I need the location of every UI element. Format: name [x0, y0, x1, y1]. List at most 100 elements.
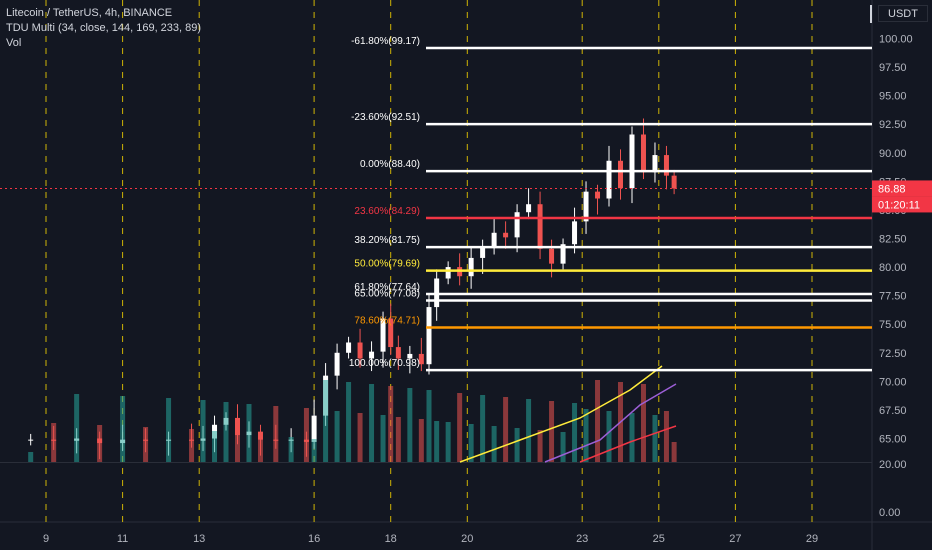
candle: [491, 232, 497, 247]
chart-legend: Litecoin / TetherUS, 4h, BINANCE TDU Mul…: [6, 6, 201, 51]
y-tick-label: 92.50: [879, 119, 907, 131]
volume-bar: [549, 401, 555, 462]
candle: [418, 353, 424, 365]
x-tick-label: 29: [806, 533, 818, 545]
fib-level-label: -23.60%(92.51): [351, 112, 420, 123]
volume-bar: [189, 429, 195, 462]
volume-bar: [514, 428, 520, 462]
volume-bar: [200, 400, 206, 462]
currency-button[interactable]: USDT: [870, 5, 928, 23]
symbol-title[interactable]: Litecoin / TetherUS, 4h, BINANCE: [6, 7, 173, 19]
candle: [572, 221, 578, 245]
fib-level-label: 38.20%(81.75): [354, 235, 420, 246]
fib-level-label: 65.00%(77.08): [354, 288, 420, 299]
candle: [369, 351, 375, 359]
ema-line-yellow: [459, 365, 663, 463]
candle: [526, 204, 532, 213]
volume-bar: [468, 424, 474, 462]
volume-bar: [560, 432, 566, 462]
cursor-marker: [870, 5, 872, 23]
volume-bar: [212, 431, 218, 462]
candle: [640, 134, 646, 173]
volume-bar: [273, 406, 279, 462]
ema-line-purple: [544, 383, 677, 463]
volume-bar: [457, 393, 463, 462]
volume-bar: [671, 442, 677, 462]
volume-bar: [235, 433, 240, 462]
x-tick-label: 11: [117, 533, 128, 545]
candle: [549, 248, 555, 264]
x-tick-label: 9: [43, 533, 49, 545]
y-tick-label: 67.50: [879, 405, 907, 417]
volume-bar: [257, 435, 263, 462]
volume-bar: [445, 422, 451, 462]
volume-title[interactable]: Vol: [6, 37, 22, 49]
y-tick-label: 82.50: [879, 234, 907, 246]
candle: [388, 318, 394, 348]
fib-level-label: 61.80%(77.64): [354, 282, 420, 293]
x-tick-label: 25: [653, 533, 665, 545]
x-tick-label: 13: [193, 533, 205, 545]
y-tick-label: 95.00: [879, 91, 907, 103]
candle: [595, 191, 601, 199]
fib-level-label: 78.60%(74.71): [354, 316, 420, 327]
ema-line-red: [579, 425, 677, 463]
volume-bar: [120, 396, 126, 462]
candle: [395, 347, 401, 359]
fib-level-label: 100.00%(70.98): [349, 358, 420, 369]
volume-bar: [334, 411, 340, 462]
volume-bar: [434, 421, 440, 462]
candle: [503, 232, 509, 238]
volume-bar: [426, 390, 432, 462]
candle: [514, 212, 520, 238]
x-tick-label: 23: [576, 533, 588, 545]
candle: [652, 155, 658, 173]
fib-level-label: 0.00%(88.40): [360, 159, 420, 170]
candle: [28, 439, 34, 441]
volume-bar: [526, 399, 532, 462]
x-tick-label: 27: [729, 533, 741, 545]
y-tick-label: 77.50: [879, 291, 907, 303]
candle: [357, 342, 363, 359]
volume-bar: [572, 403, 578, 462]
y-tick-label: 65.00: [879, 434, 907, 446]
volume-bar: [640, 384, 646, 462]
fib-level-label: -61.80%(99.17): [351, 36, 420, 47]
y-tick-label: 70.00: [879, 376, 907, 388]
countdown-text: 01:20:11: [878, 199, 920, 211]
candle: [618, 160, 623, 189]
candle: [480, 246, 486, 258]
y-tick-label: 75.00: [879, 319, 907, 331]
y-tick-label: 90.00: [879, 148, 907, 160]
candle: [537, 204, 543, 249]
candle: [380, 318, 386, 352]
vol-tick-label: 0.00: [879, 507, 900, 519]
candle: [629, 134, 635, 189]
volume-bar: [143, 427, 149, 462]
candle: [606, 160, 612, 199]
volume-bar: [323, 380, 329, 462]
current-price-text: 86.88: [878, 183, 906, 195]
volume-bar: [407, 388, 413, 462]
candle: [426, 307, 432, 365]
volume-bar: [288, 437, 294, 462]
y-tick-label: 80.00: [879, 262, 907, 274]
volume-bar: [395, 417, 401, 462]
volume-bar: [491, 426, 497, 462]
volume-bar: [311, 439, 317, 462]
candle: [334, 352, 340, 376]
volume-bar: [51, 423, 57, 462]
volume-bar: [246, 404, 252, 462]
vol-tick-label: 20.00: [879, 459, 907, 471]
x-tick-label: 18: [385, 533, 397, 545]
current-price-badge: [872, 180, 932, 197]
volume-bar: [74, 394, 80, 462]
volume-bar: [223, 402, 229, 462]
volume-bar: [583, 409, 589, 462]
fib-level-label: 23.60%(84.29): [354, 206, 420, 217]
indicator-title[interactable]: TDU Multi (34, close, 144, 169, 233, 89): [6, 22, 202, 34]
currency-label: USDT: [888, 8, 918, 20]
x-tick-label: 20: [461, 533, 473, 545]
x-tick-label: 16: [308, 533, 320, 545]
